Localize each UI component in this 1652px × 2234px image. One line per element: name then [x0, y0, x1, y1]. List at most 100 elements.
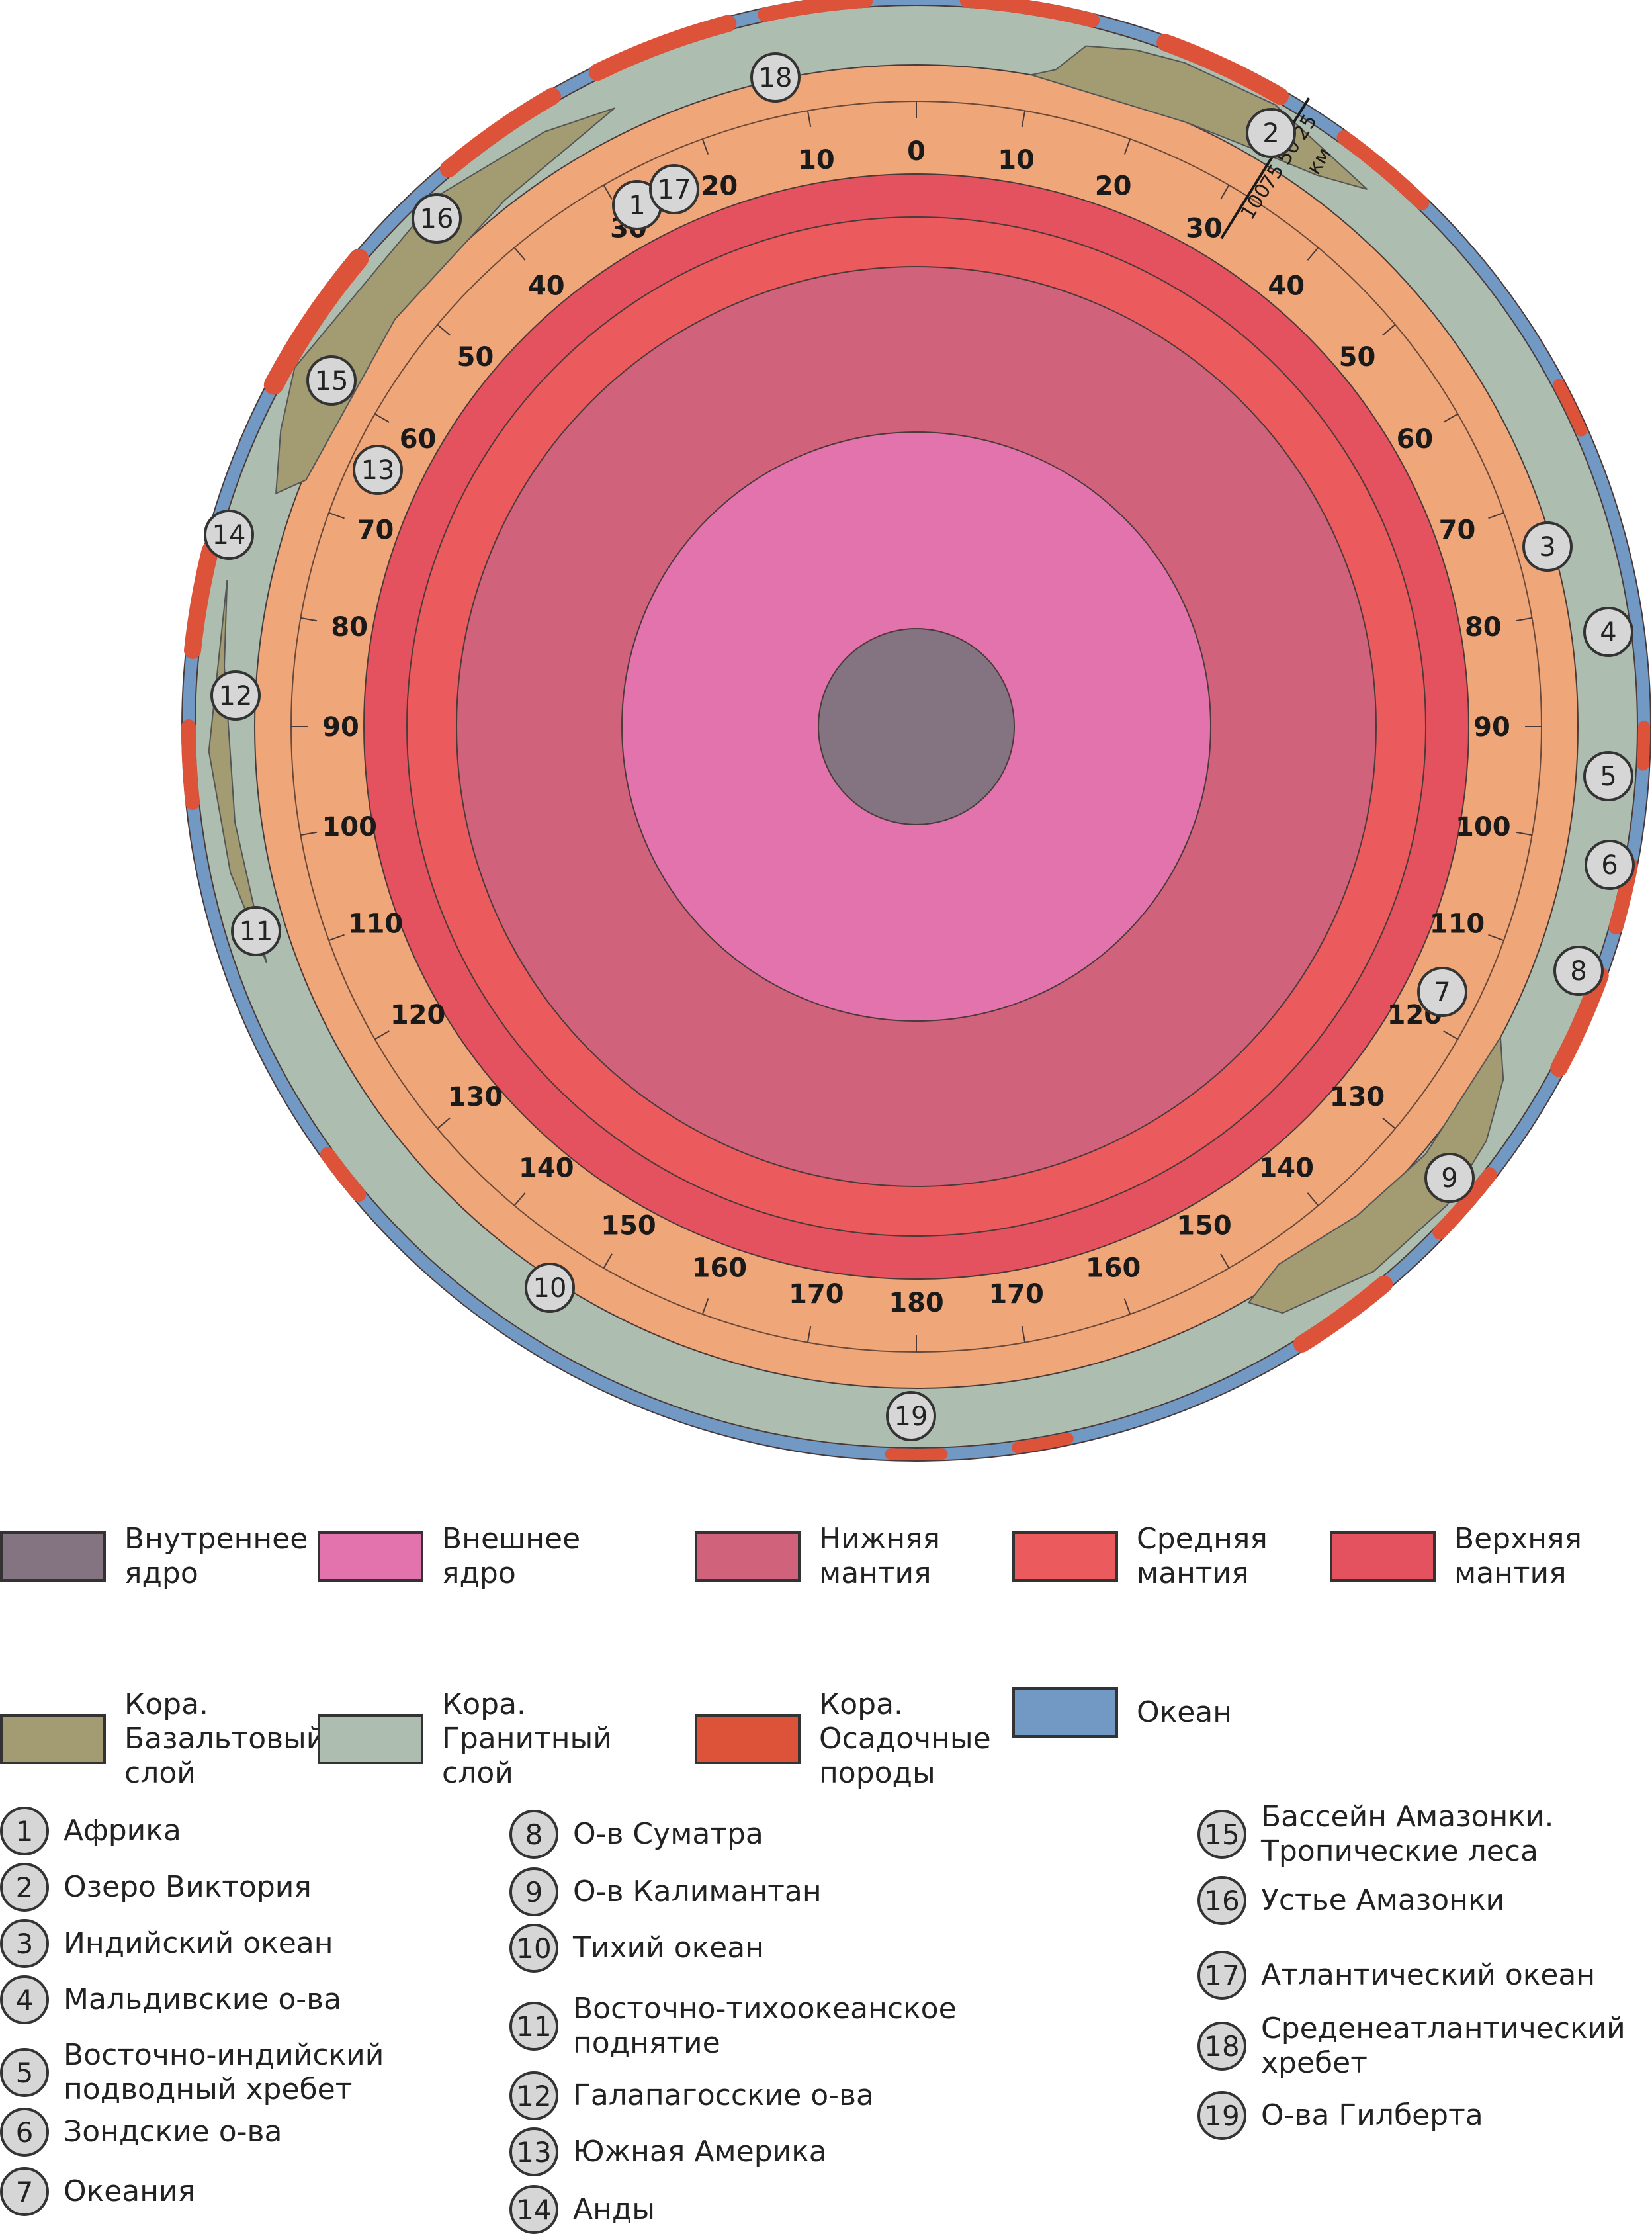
location-marker-number: 13	[361, 455, 395, 486]
location-key-number: 11	[509, 2002, 558, 2051]
degree-tick	[1488, 934, 1504, 942]
location-marker-number: 7	[1434, 977, 1450, 1008]
degree-tick	[603, 1253, 613, 1269]
location-marker-number: 1	[629, 191, 645, 221]
degree-label-left-40: 40	[528, 271, 565, 302]
location-marker-circle	[750, 52, 801, 103]
location-key-item-15: 15 Бассейн Амазонки. Тропические леса	[1197, 1800, 1553, 1869]
location-marker-16: 16	[412, 193, 462, 244]
location-key-name: Анды	[573, 2192, 656, 2226]
legend-item-inner-core: Внутреннее ядро	[0, 1522, 308, 1591]
legend-label-granite: Кора. Гранитный слой	[442, 1687, 612, 1790]
location-marker-number: 15	[315, 366, 349, 396]
legend-swatch-upper-mantle	[1330, 1531, 1436, 1582]
location-marker-17: 17	[649, 164, 699, 214]
location-key-number: 15	[1197, 1810, 1246, 1859]
degree-tick	[1443, 413, 1458, 423]
location-key-number: 5	[0, 2048, 49, 2097]
degree-tick	[1515, 831, 1532, 836]
sediment-patch-16	[439, 87, 561, 178]
earth-layers	[181, 0, 1651, 1462]
sediment-patch-18	[758, 0, 873, 22]
location-marker-number: 8	[1570, 956, 1587, 987]
legend-item-upper-mantle: Верхняя мантия	[1330, 1522, 1582, 1591]
degree-tick	[806, 111, 812, 128]
degree-tick	[701, 1298, 709, 1315]
location-key-name: Южная Америка	[573, 2135, 827, 2168]
legend-item-lower-mantle: Нижняя мантия	[695, 1522, 940, 1591]
sediment-patch-13	[181, 719, 200, 810]
legend-label-outer-core: Внешнее ядро	[442, 1522, 581, 1590]
degree-label-left-10: 10	[798, 145, 835, 175]
location-marker-number: 10	[533, 1273, 567, 1304]
location-marker-11: 11	[231, 906, 281, 956]
degree-label-right-90: 90	[1473, 712, 1510, 742]
degree-tick	[1382, 1117, 1396, 1130]
location-key-item-8: 8 О-в Суматра	[509, 1810, 763, 1859]
location-marker-circle	[231, 906, 281, 956]
location-marker-number: 17	[658, 175, 691, 205]
location-key-item-12: 12 Галапагосские о-ва	[509, 2071, 874, 2120]
location-marker-circle	[204, 510, 254, 560]
location-key-name: Мальдивские о-ва	[64, 1983, 342, 2016]
location-marker-number: 9	[1441, 1163, 1457, 1194]
degree-tick	[1443, 1030, 1458, 1040]
location-marker-circle	[1583, 751, 1633, 801]
location-key-item-5: 5 Восточно-индийский подводный хребет	[0, 2038, 384, 2107]
legend-item-sediment: Кора. Осадочные породы	[695, 1687, 991, 1791]
location-marker-5: 5	[1583, 751, 1633, 801]
degree-label-right-70: 70	[1439, 515, 1476, 545]
legend-item-outer-core: Внешнее ядро	[318, 1522, 580, 1591]
degree-tick	[300, 617, 318, 622]
location-marker-circle	[1522, 521, 1573, 572]
location-marker-circle	[1417, 967, 1467, 1017]
degree-label-right-150: 150	[1176, 1210, 1232, 1241]
degree-scale: 0102030405060708090100110120130140150160…	[291, 101, 1542, 1352]
degree-tick	[374, 413, 390, 423]
degree-label-right-80: 80	[1465, 612, 1502, 643]
degree-tick	[374, 1030, 390, 1040]
degree-tick	[1021, 1325, 1026, 1343]
degree-tick	[1382, 324, 1396, 336]
degree-tick	[1123, 138, 1131, 155]
degree-label-right-30: 30	[1186, 214, 1223, 244]
degree-tick	[1123, 1298, 1131, 1315]
sediment-patch-2	[1156, 34, 1289, 105]
degree-tick	[603, 185, 613, 200]
location-marker-circle	[649, 164, 699, 214]
degree-tick	[701, 138, 709, 155]
legend-label-ocean: Океан	[1137, 1695, 1233, 1729]
legend-label-upper-mantle: Верхняя мантия	[1454, 1522, 1582, 1590]
location-key-name: Озеро Виктория	[64, 1870, 312, 1904]
location-marker-19: 19	[886, 1391, 936, 1441]
location-marker-9: 9	[1424, 1153, 1475, 1203]
location-key-item-17: 17 Атлантический океан	[1197, 1951, 1595, 2000]
legend-swatch-granite	[318, 1714, 423, 1764]
degree-label-left-170: 170	[789, 1279, 844, 1310]
basalt-region-south-america	[275, 107, 615, 495]
degree-label-left-20: 20	[701, 171, 738, 202]
location-key-item-18: 18 Среденеатлантический хребет	[1197, 2012, 1626, 2080]
degree-label-right-60: 60	[1397, 424, 1434, 455]
degree-label-left-50: 50	[457, 342, 494, 373]
location-marker-3: 3	[1522, 521, 1573, 572]
legend-label-lower-mantle: Нижняя мантия	[819, 1522, 941, 1590]
legend-item-ocean: Океан	[1012, 1687, 1232, 1738]
location-key-item-10: 10 Тихий океан	[509, 1924, 764, 1973]
location-key-name: Устье Амазонки	[1261, 1883, 1505, 1917]
location-key-number: 4	[0, 1975, 49, 2024]
degree-label-left-90: 90	[322, 712, 359, 742]
location-key-name: Африка	[64, 1814, 181, 1848]
location-marker-14: 14	[204, 510, 254, 560]
location-marker-number: 2	[1262, 118, 1279, 149]
degree-tick	[437, 324, 451, 336]
location-key-name: О-ва Гилберта	[1261, 2098, 1483, 2132]
degree-label-left-80: 80	[331, 612, 368, 643]
location-key-number: 9	[509, 1867, 558, 1916]
location-marker-2: 2	[1246, 108, 1296, 158]
legend-swatch-basalt	[0, 1714, 106, 1764]
sediment-patch-5	[1637, 721, 1651, 771]
location-marker-13: 13	[353, 445, 403, 495]
degree-tick	[1515, 617, 1532, 622]
